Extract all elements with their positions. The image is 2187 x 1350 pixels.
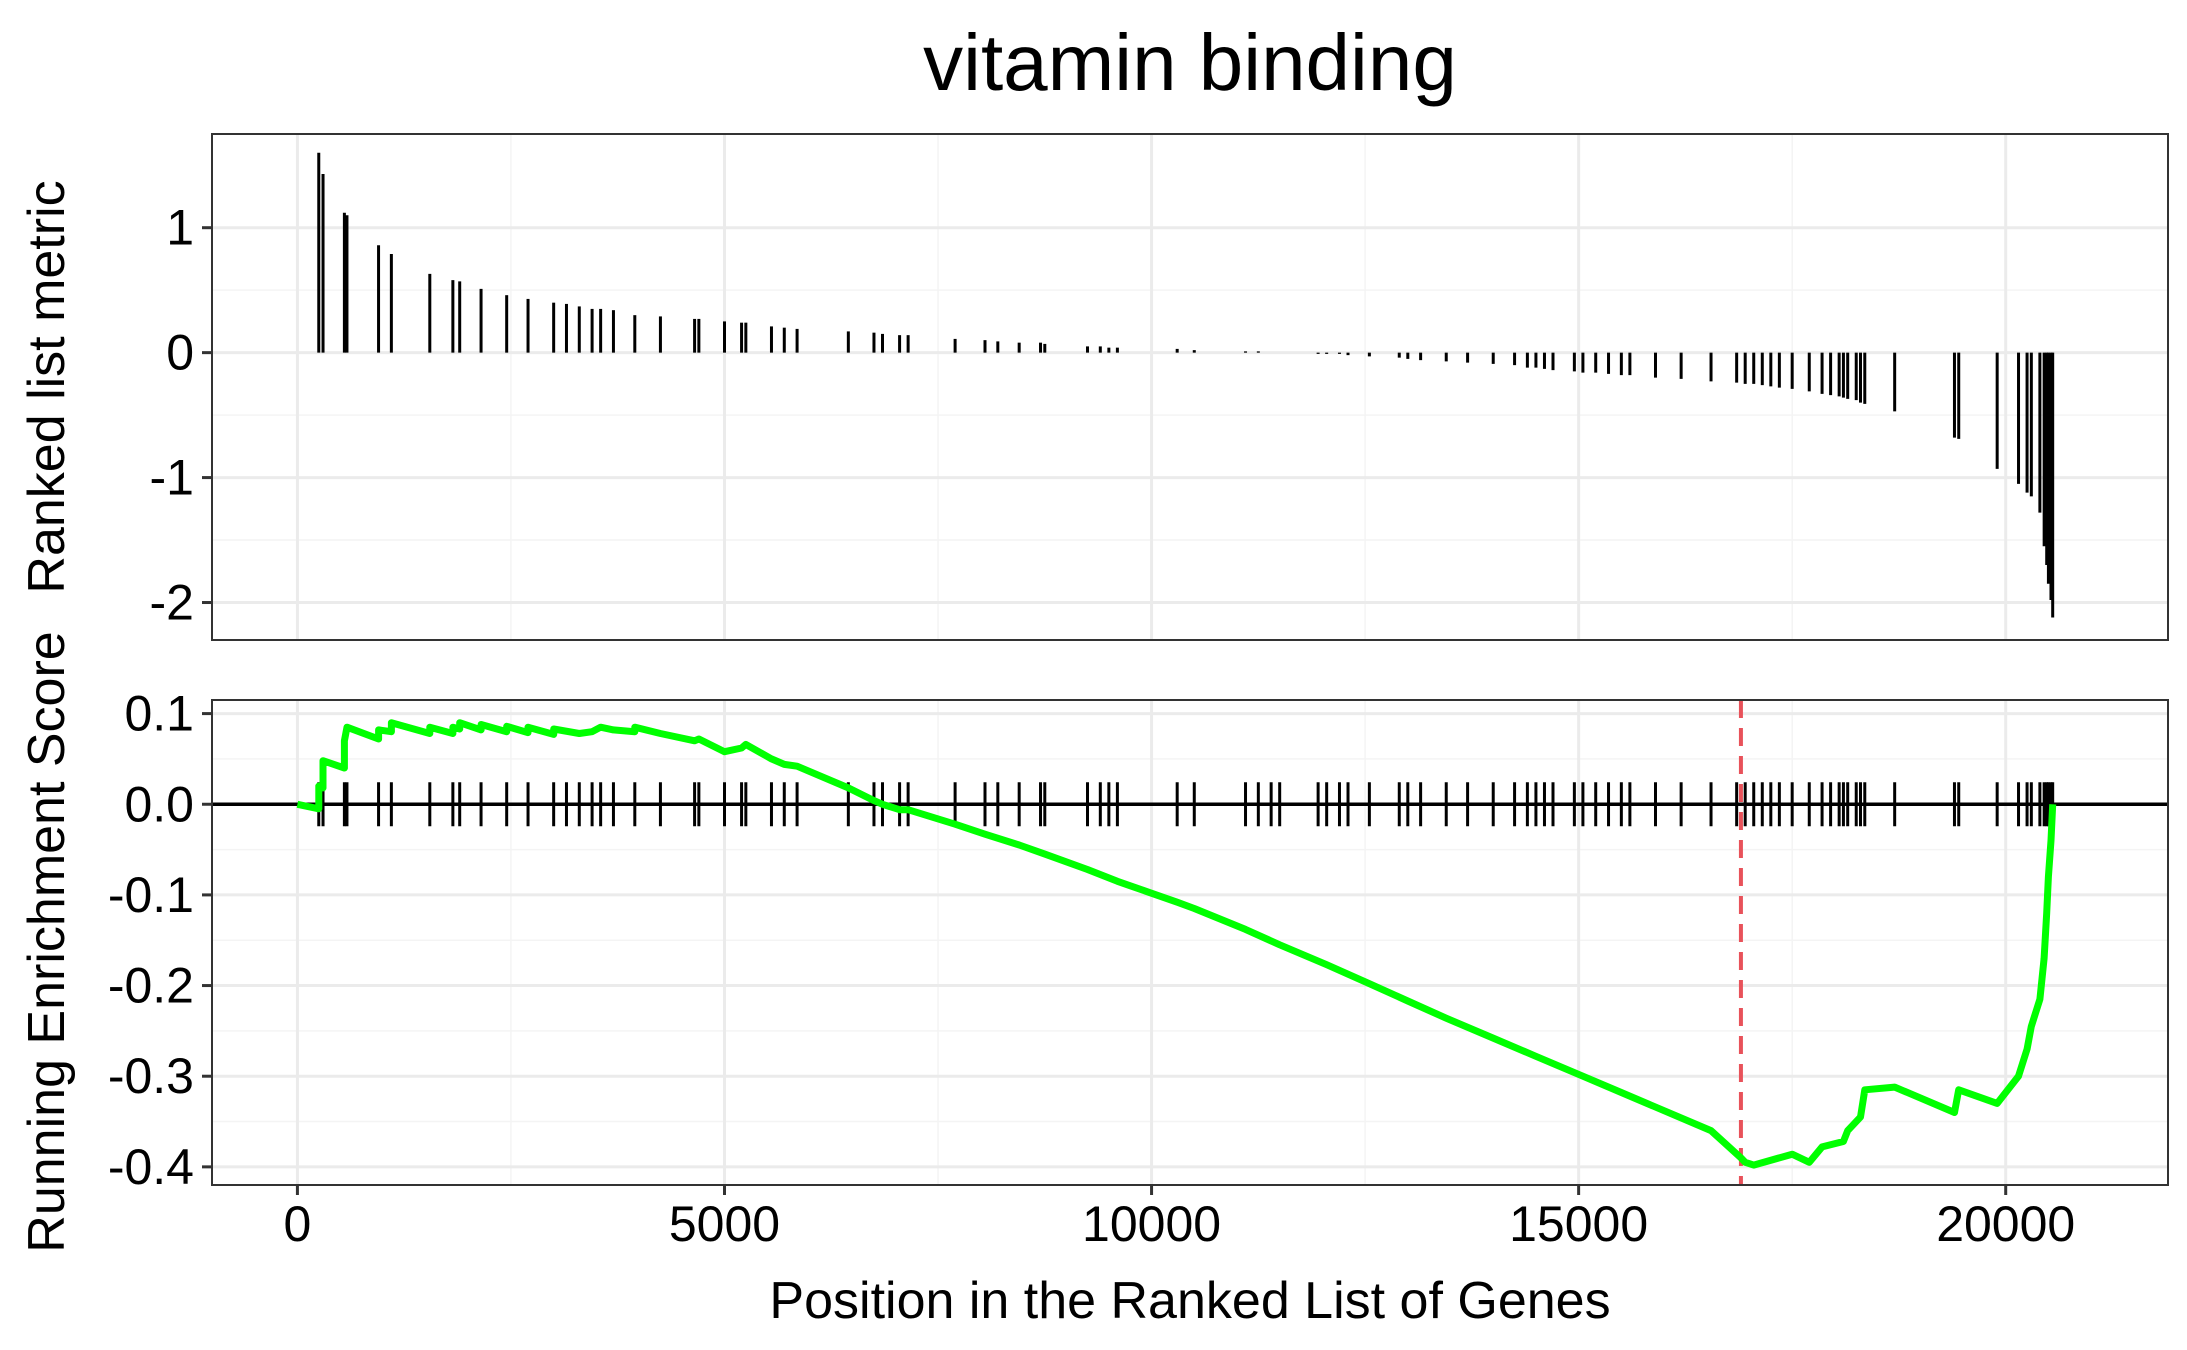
y-tick-label: -0.2 [108,958,194,1014]
y-tick-label: 1 [166,200,194,256]
x-axis-ticks: 0 5000 10000 15000 20000 [284,1185,2075,1252]
x-tick-label: 0 [284,1196,312,1252]
running-enrichment-panel-border [211,699,2169,1186]
x-tick-label: 5000 [669,1196,780,1252]
running-enrichment-panel: 0.1 0.0 -0.1 -0.2 -0.3 -0.4 [108,686,2169,1195]
running-enrichment-y-ticks: 0.1 0.0 -0.1 -0.2 -0.3 -0.4 [108,686,212,1195]
x-axis-title: Position in the Ranked List of Genes [769,1272,1610,1330]
x-tick-label: 15000 [1509,1196,1648,1252]
chart-title: vitamin binding [923,18,1457,107]
y-tick-label: 0 [166,325,194,381]
y-tick-label: 0.0 [124,776,194,832]
x-tick-label: 10000 [1082,1196,1221,1252]
ranked-metric-bars [317,152,2055,618]
ranked-metric-y-ticks: 1 0 -1 -2 [150,200,212,631]
ranked-metric-panel: 1 0 -1 -2 [150,133,2169,641]
x-tick-label: 20000 [1936,1196,2075,1252]
y-tick-label: -2 [150,575,194,631]
y-tick-label: -0.3 [108,1048,194,1104]
hit-ticks [317,782,2055,827]
ranked-metric-panel-border [211,133,2169,641]
y-tick-label: -0.4 [108,1139,194,1195]
y-axis-title-ranked-metric: Ranked list metric [18,180,76,593]
running-enrichment-line [296,719,2057,1169]
running-enrichment-grid [212,700,2168,1185]
y-tick-label: -1 [150,450,194,506]
y-axis-title-running-enrichment: Running Enrichment Score [18,631,76,1252]
y-tick-label: 0.1 [124,686,194,742]
y-tick-label: -0.1 [108,867,194,923]
